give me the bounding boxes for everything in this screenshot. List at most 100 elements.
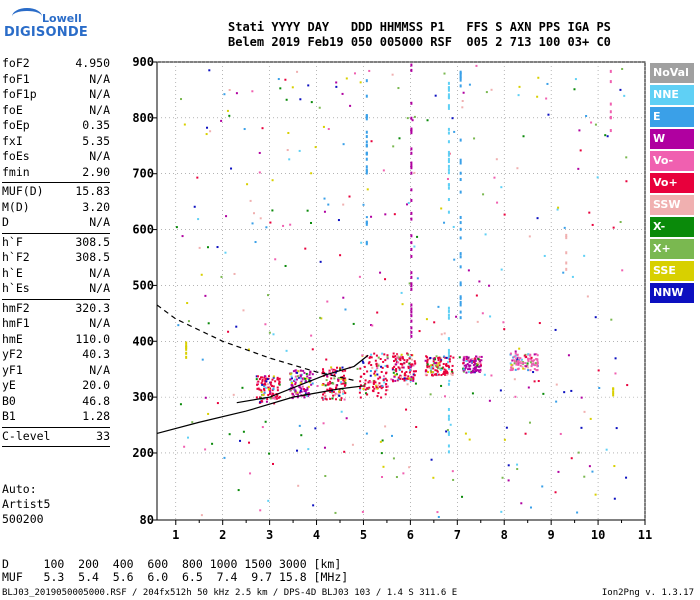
header-line-values: Belem 2019 Feb19 050 005000 RSF 005 2 71… xyxy=(228,35,611,49)
trace-point xyxy=(306,375,309,378)
y-tick-label: 400 xyxy=(132,334,154,348)
trace-point xyxy=(379,376,382,379)
echo-point xyxy=(426,119,429,122)
echo-point xyxy=(260,390,263,393)
echo-point xyxy=(175,226,178,229)
echo-point xyxy=(284,78,287,81)
echo-point xyxy=(413,115,416,118)
trace-point xyxy=(259,400,262,403)
trace-point xyxy=(379,358,382,361)
trace-point xyxy=(364,379,367,382)
param-row: h`E N/A xyxy=(2,266,110,282)
trace-point xyxy=(462,362,465,365)
echo-point xyxy=(446,429,449,432)
param-row: foEs N/A xyxy=(2,149,110,165)
echo-point xyxy=(310,101,313,104)
trace-point xyxy=(322,368,325,371)
trace-point xyxy=(443,370,446,373)
y-tick-label: 900 xyxy=(132,55,154,69)
trace-point xyxy=(521,358,524,361)
echo-point xyxy=(310,334,313,337)
trace-point xyxy=(276,376,279,379)
trace-point xyxy=(440,374,443,377)
trace-point xyxy=(412,376,415,379)
param-value: 4.950 xyxy=(75,56,110,70)
echo-point xyxy=(436,511,439,514)
trace-point xyxy=(511,359,514,362)
trace-point xyxy=(372,382,375,385)
trace-point xyxy=(405,377,408,380)
echo-point xyxy=(471,392,474,395)
trace-point xyxy=(439,360,442,363)
trace-point xyxy=(479,368,482,371)
echo-point xyxy=(516,167,519,170)
trace-point xyxy=(306,388,309,391)
echo-point xyxy=(267,499,270,502)
echo-point xyxy=(381,352,384,355)
trace-point xyxy=(333,394,336,397)
echo-streak-point xyxy=(459,72,462,76)
trace-point xyxy=(294,390,297,393)
trace-point xyxy=(329,380,332,383)
echo-point xyxy=(309,221,312,224)
trace-point xyxy=(530,363,533,366)
echo-point xyxy=(536,217,539,220)
trace-point xyxy=(462,357,465,360)
trace-point xyxy=(333,377,336,380)
echo-streak-point xyxy=(447,86,450,90)
echo-point xyxy=(488,399,491,402)
param-row: h`F 308.5 xyxy=(2,235,110,251)
echo-point xyxy=(502,321,505,324)
echo-point xyxy=(605,448,608,451)
echo-streak-point xyxy=(410,303,413,307)
echo-streak-point xyxy=(447,81,450,85)
trace-point xyxy=(329,397,332,400)
echo-streak-point xyxy=(410,326,413,330)
trace-point xyxy=(384,359,387,362)
trace-point xyxy=(451,370,454,373)
echo-point xyxy=(183,123,186,126)
echo-point xyxy=(390,378,393,381)
echo-point xyxy=(517,94,520,97)
echo-point xyxy=(261,426,264,429)
echo-point xyxy=(408,282,411,285)
echo-point xyxy=(324,475,327,478)
legend-item-noval: NoVal xyxy=(650,63,694,83)
echo-point xyxy=(368,69,371,72)
echo-streak-point xyxy=(447,309,450,313)
trace-point xyxy=(472,370,475,373)
echo-streak-point xyxy=(459,138,462,142)
trace-point xyxy=(512,356,515,359)
trace-point xyxy=(262,383,265,386)
trace-point xyxy=(376,394,379,397)
trace-point xyxy=(359,367,362,370)
echo-point xyxy=(187,320,190,323)
trace-point xyxy=(382,378,385,381)
echo-point xyxy=(243,128,246,131)
param-name: foF1 xyxy=(2,71,30,86)
trace-point xyxy=(382,360,385,363)
trace-point xyxy=(263,375,266,378)
echo-point xyxy=(496,201,499,204)
trace-point xyxy=(465,359,468,362)
trace-point xyxy=(473,357,476,360)
echo-point xyxy=(591,470,594,473)
trace-point xyxy=(336,366,339,369)
echo-point xyxy=(527,386,530,389)
trace-point xyxy=(472,367,475,370)
echo-point xyxy=(252,212,255,215)
echo-streak-point xyxy=(447,104,450,108)
trace-point xyxy=(467,371,470,374)
trace-point xyxy=(529,369,532,372)
trace-point xyxy=(299,386,302,389)
echo-streak-point xyxy=(410,116,413,120)
echo-point xyxy=(180,98,183,101)
echo-point xyxy=(621,67,624,70)
echo-point xyxy=(384,425,387,428)
trace-point xyxy=(375,354,378,357)
echo-point xyxy=(384,278,387,281)
echo-point xyxy=(537,380,540,383)
echo-point xyxy=(596,176,599,179)
param-value: N/A xyxy=(89,281,110,295)
trace-point xyxy=(291,385,294,388)
